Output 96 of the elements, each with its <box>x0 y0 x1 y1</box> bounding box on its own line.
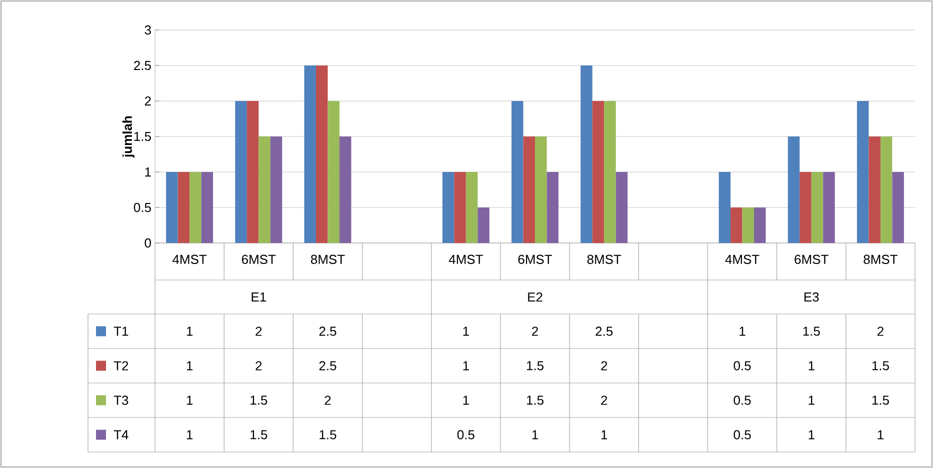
bar <box>892 172 904 243</box>
text: E1 <box>252 292 266 302</box>
data-label: 2 <box>256 361 262 370</box>
data-label: 1.5 <box>526 396 544 405</box>
bar <box>466 172 478 243</box>
data-label: 1.5 <box>872 361 889 370</box>
text: E3 <box>804 292 819 302</box>
bar <box>523 136 536 243</box>
legend-label: T1 <box>114 326 128 336</box>
bar <box>754 207 766 243</box>
data-label: 1.5 <box>803 326 820 336</box>
x-tick-label: 6MST <box>242 254 276 264</box>
data-label: 1 <box>186 396 193 405</box>
bar <box>478 207 490 243</box>
legend-label: T3 <box>114 396 128 405</box>
bar <box>868 136 880 243</box>
data-label: 1 <box>463 326 469 336</box>
data-label: 1.5 <box>320 430 336 440</box>
data-label: 2.5 <box>596 326 613 336</box>
x-tick-label: 8MST <box>587 254 622 264</box>
y-tick-label: 3 <box>144 25 151 35</box>
x-tick-label: 8MST <box>310 254 345 264</box>
data-label: 2.5 <box>319 361 336 370</box>
x-tick-label: 6MST <box>518 254 552 264</box>
bar <box>592 100 604 243</box>
bar <box>166 172 178 243</box>
bar <box>718 172 731 243</box>
text: E2 <box>528 292 542 302</box>
x-tick-label: 4MST <box>725 254 760 264</box>
data-label: 1 <box>878 430 884 440</box>
bar <box>742 207 754 243</box>
bar <box>546 172 558 243</box>
bar <box>258 136 270 243</box>
bar <box>442 172 454 243</box>
data-label: 2 <box>324 396 331 405</box>
legend-label: T4 <box>114 430 128 440</box>
y-axis-title: jumlah <box>122 116 135 158</box>
bar <box>178 172 190 243</box>
bar <box>580 65 592 243</box>
data-label: 1 <box>808 430 814 440</box>
data-label: 0.5 <box>457 430 474 440</box>
y-tick-label: 2 <box>144 96 151 106</box>
data-label: 1 <box>532 430 538 440</box>
x-tick-label: 4MST <box>448 254 483 264</box>
data-label: 1 <box>186 430 193 440</box>
data-label: 0.5 <box>734 430 751 440</box>
bar <box>316 65 328 243</box>
bar <box>856 100 869 243</box>
bar <box>800 172 812 243</box>
bar <box>604 100 616 243</box>
bar <box>328 100 340 243</box>
bar <box>730 207 742 243</box>
data-label: 1.5 <box>872 396 889 405</box>
bar <box>201 172 214 243</box>
bar <box>616 172 628 243</box>
data-label: 1 <box>601 430 608 440</box>
data-label: 2 <box>601 396 608 405</box>
data-label: 2 <box>532 326 538 336</box>
bar <box>823 172 835 243</box>
data-label: 1 <box>463 396 469 405</box>
bar <box>811 172 824 243</box>
data-label: 1.5 <box>526 361 544 370</box>
bar <box>454 172 466 243</box>
data-label: 1 <box>740 326 746 336</box>
x-tick-label: 8MST <box>864 254 898 264</box>
x-tick-label: 4MST <box>172 254 207 264</box>
bar <box>512 100 524 243</box>
bar <box>235 100 247 243</box>
bar <box>246 100 259 243</box>
data-label: 2.5 <box>319 326 336 336</box>
bar <box>339 136 352 243</box>
y-tick-label: 1.5 <box>134 132 151 142</box>
data-label: 1.5 <box>250 430 268 440</box>
y-tick-label: 1 <box>145 168 151 176</box>
bar <box>788 136 800 243</box>
bar <box>880 136 892 243</box>
data-label: 1 <box>186 361 193 370</box>
data-label: 0.5 <box>734 396 751 405</box>
legend-label: T2 <box>114 361 128 370</box>
bar <box>270 136 282 243</box>
y-tick-label: 2.5 <box>134 60 151 70</box>
bar <box>190 172 202 243</box>
y-tick-label: 0.5 <box>134 202 151 212</box>
data-label: 2 <box>878 326 884 336</box>
data-label: 1 <box>808 361 814 370</box>
data-label: 1 <box>463 361 469 370</box>
bar <box>304 65 316 243</box>
data-label: 1 <box>808 396 814 405</box>
bar <box>535 136 547 243</box>
data-label: 2 <box>601 361 608 370</box>
x-tick-label: 6MST <box>794 254 828 264</box>
data-label: 1 <box>186 326 193 336</box>
data-label: 1.5 <box>250 396 268 405</box>
data-label: 0.5 <box>734 361 751 370</box>
data-label: 2 <box>256 326 262 336</box>
y-tick-label: 0 <box>144 238 151 248</box>
